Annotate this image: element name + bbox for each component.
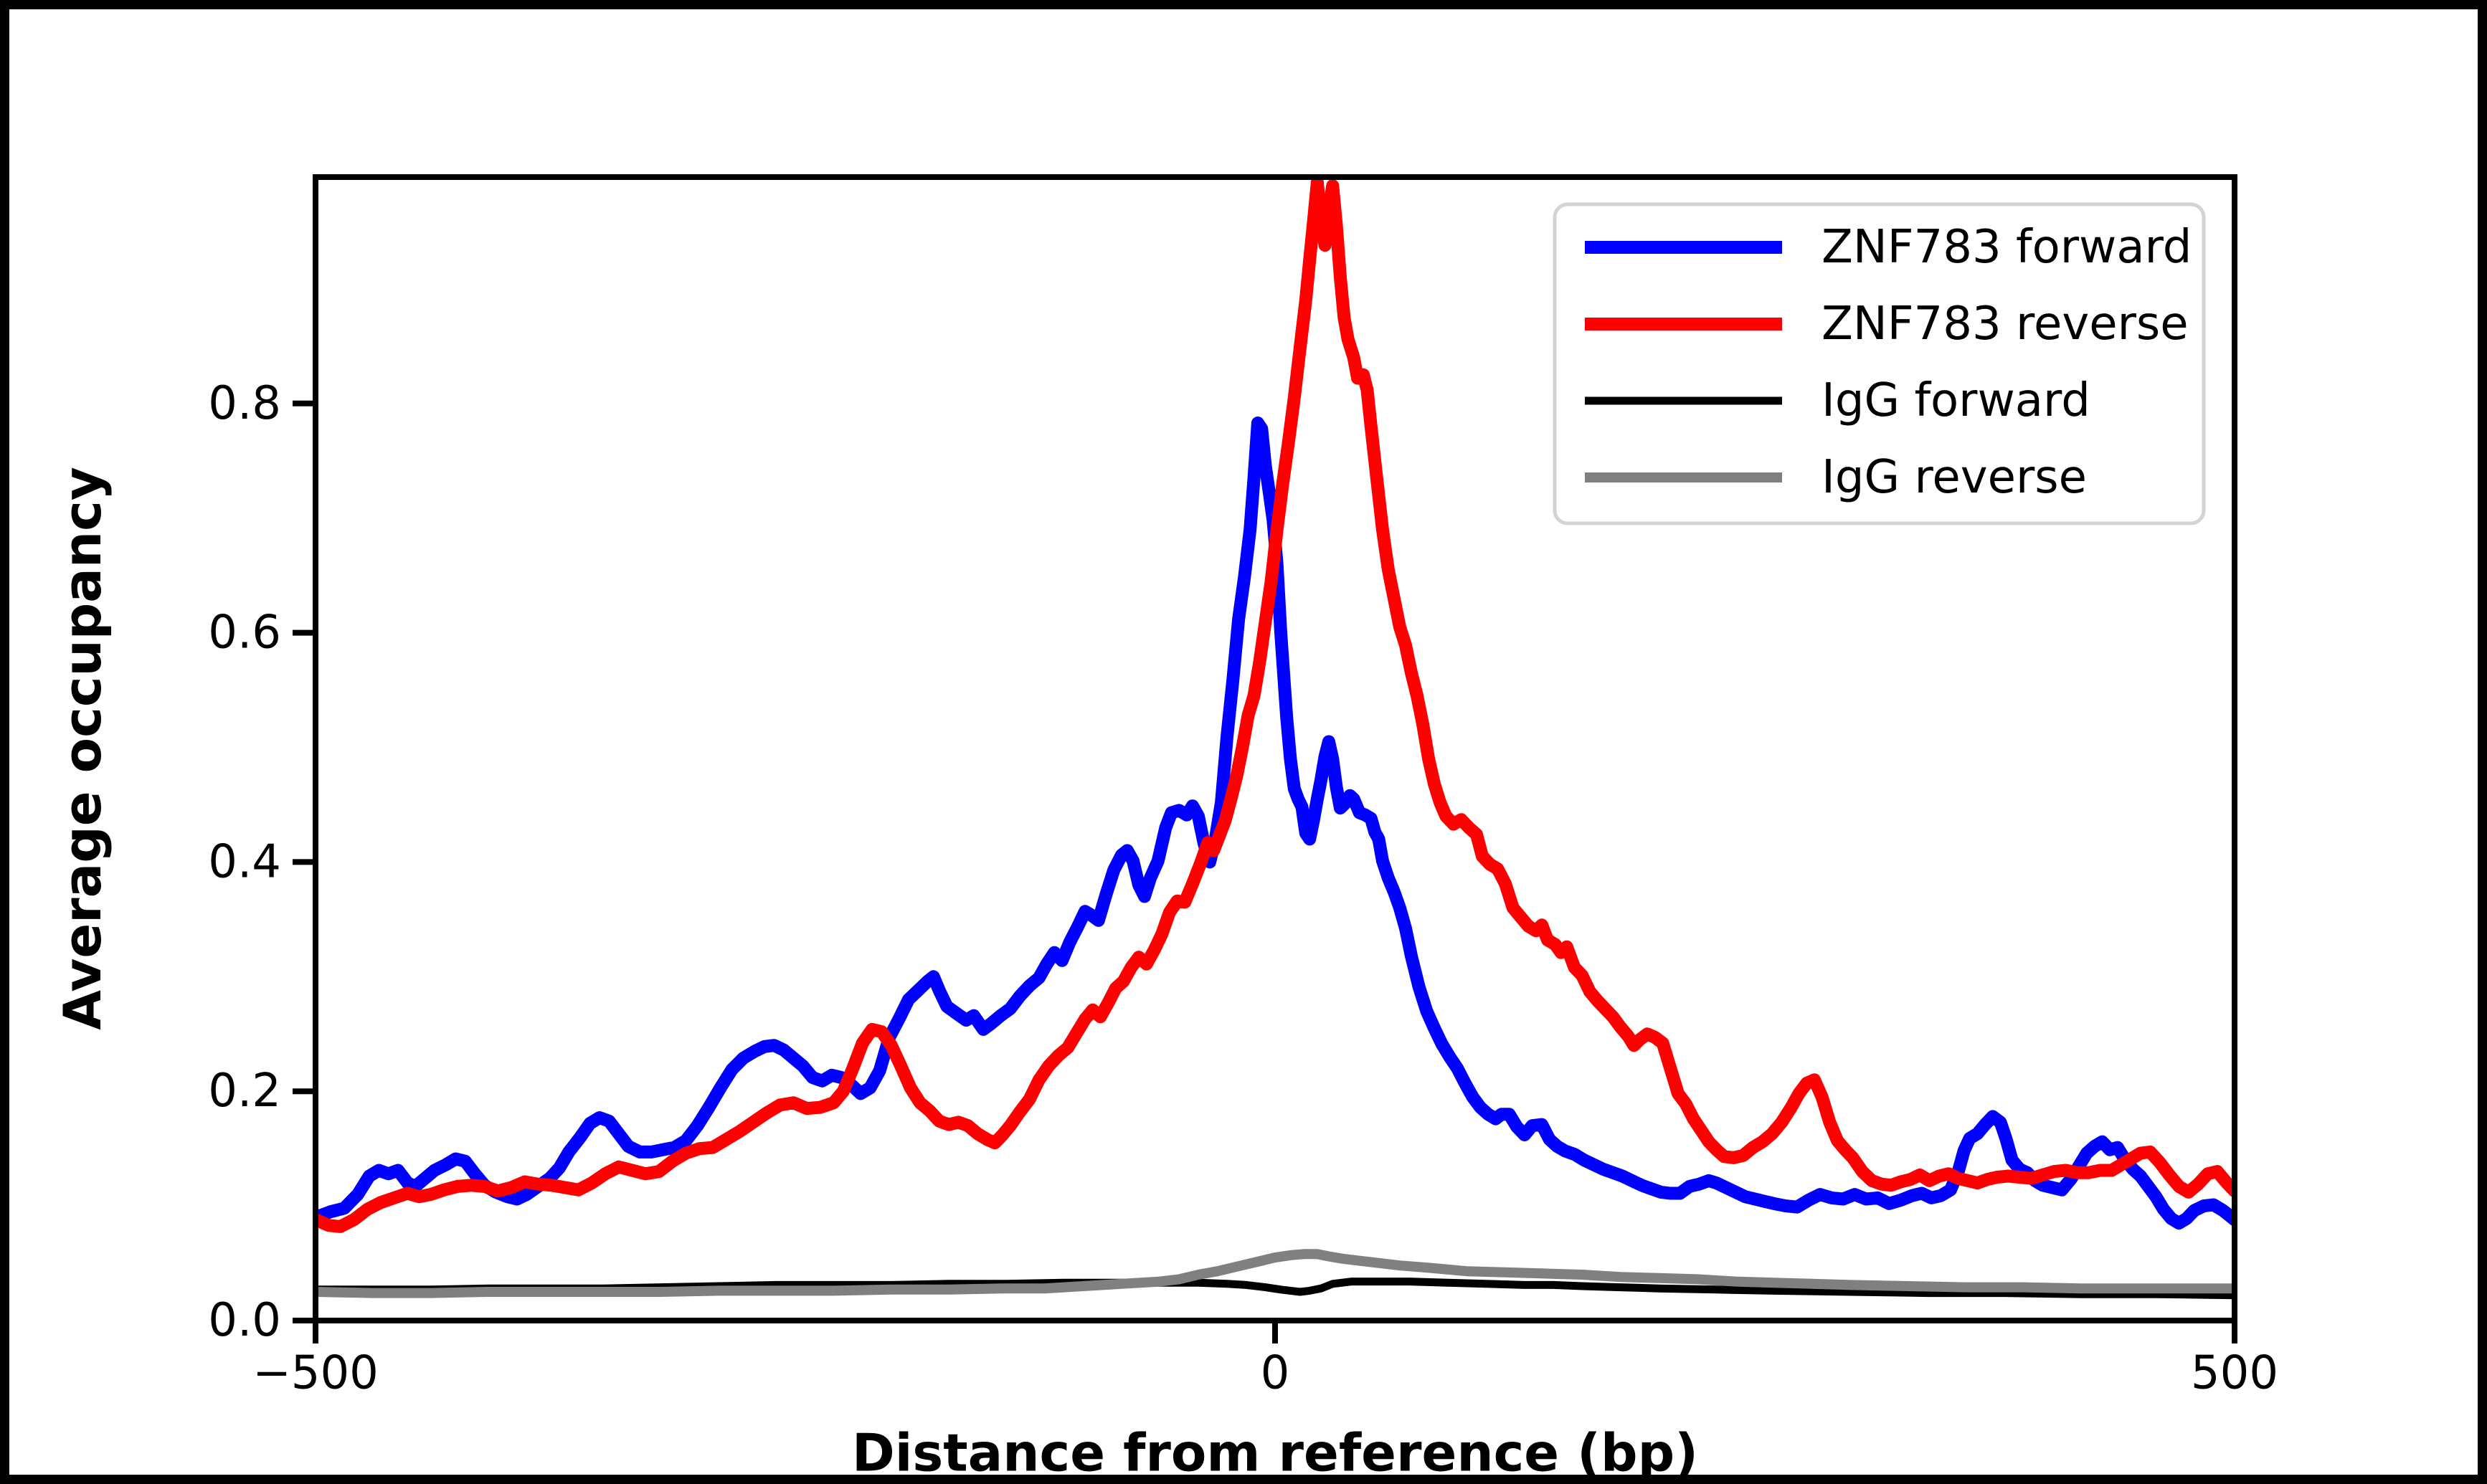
y-axis-label: Average occupancy [52, 467, 113, 1030]
x-tick-label-1: 0 [1261, 1346, 1290, 1399]
legend-label-igg-forward: IgG forward [1822, 374, 2090, 427]
series-znf783-forward-line [316, 417, 2235, 1230]
y-tick-label-2: 0.4 [208, 835, 281, 888]
y-tick-label-1: 0.2 [208, 1065, 281, 1118]
y-tick-label-4: 0.8 [208, 377, 281, 430]
series-znf783-reverse-line [316, 177, 2235, 1233]
series-layer [316, 177, 2235, 1300]
legend: ZNF783 forward ZNF783 reverse IgG forward I… [1553, 202, 2206, 525]
y-tick-label-0: 0.0 [208, 1294, 281, 1347]
legend-label-znf783-forward: ZNF783 forward [1822, 221, 2192, 274]
legend-box [1553, 202, 2206, 525]
x-tick-label-0: −500 [252, 1346, 379, 1399]
legend-label-igg-reverse: IgG reverse [1822, 451, 2087, 504]
y-tick-label-3: 0.6 [208, 607, 281, 660]
x-axis-label: Distance from reference (bp) [852, 1423, 1698, 1483]
legend-label-znf783-reverse: ZNF783 reverse [1822, 298, 2189, 351]
series-igg-reverse-line [316, 1249, 2235, 1298]
ticks-layer: −500 0 500 0.0 0.2 0.4 0.6 0.8 [208, 377, 2278, 1400]
x-tick-label-2: 500 [2191, 1346, 2278, 1399]
